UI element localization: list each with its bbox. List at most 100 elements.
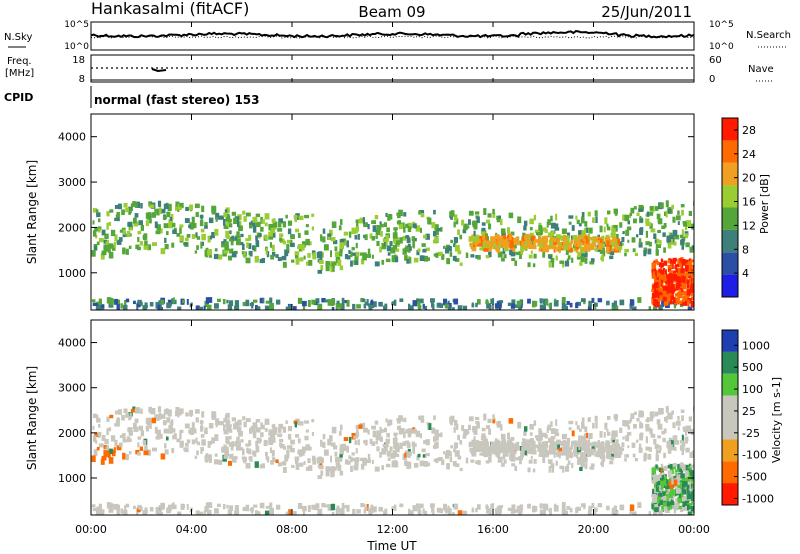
noise-left-tick-top: 10^5 [64,20,89,30]
velocity-cell [576,461,581,465]
power-cell [571,235,574,241]
velocity-cell [579,458,585,464]
power-cell [690,292,694,297]
power-cell [599,250,603,254]
velocity-cell [276,504,281,510]
power-cell [482,242,486,250]
velocity-cell [624,454,629,458]
power-cell [668,273,672,280]
power-cell [547,219,551,226]
velocity-cell [669,475,674,481]
power-cell [576,301,581,306]
power-cell [417,301,421,308]
power-cell [108,221,112,226]
velocity-cell [286,449,290,456]
power-cell [107,248,111,253]
power-cell [469,242,472,247]
power-cell [462,229,467,234]
power-cell [601,254,604,262]
velocity-cell [432,508,435,515]
velocity-cell [447,451,452,457]
velocity-cell [555,460,558,466]
power-cell [149,204,155,209]
power-cell [123,304,128,310]
power-cell [541,227,547,232]
velocity-cell [114,410,120,415]
power-cell [333,239,338,245]
velocity-cell [117,504,120,510]
power-cell [199,215,204,219]
power-cell [681,244,684,250]
power-cell [152,242,157,246]
power-cell [685,242,690,248]
power-cell [412,240,415,248]
power-cell [96,241,100,246]
velocity-cell [105,446,109,451]
power-cell [582,238,586,242]
velocity-cell [665,509,670,513]
power-cell [93,230,97,237]
noise-right-label: N.Search [746,30,791,41]
power-colorbar-tick: 16 [742,196,756,209]
power-cell [311,213,315,217]
power-cell [476,216,480,224]
power-cell [224,241,229,247]
power-cell [560,236,565,241]
power-cell [668,232,672,236]
power-cell [564,260,570,267]
velocity-cell [162,421,167,425]
velocity-cell [470,459,475,463]
velocity-cell [606,429,609,433]
power-cell [195,232,198,238]
velocity-cell [646,417,650,423]
power-cell [638,242,643,248]
velocity-cell [358,424,363,429]
power-cell [506,234,512,239]
velocity-cell [489,448,492,455]
power-cell [229,223,233,228]
velocity-cell [659,500,663,505]
power-cell [511,257,516,261]
velocity-cell [278,427,282,433]
velocity-cell [565,449,568,456]
power-cell [145,220,149,227]
power-cell [693,243,694,248]
power-cell [588,300,591,308]
power-cell [128,245,132,249]
power-cell [228,300,234,306]
power-cell [513,238,519,243]
velocity-cell [581,435,586,443]
velocity-cell [116,446,122,451]
velocity-cell [649,428,653,435]
velocity-cell [667,414,671,419]
velocity-cell [581,423,585,429]
power-cell [355,226,360,232]
power-cell [154,208,157,214]
power-cell [631,237,636,243]
velocity-cell [413,462,419,468]
power-cell [231,211,236,216]
power-cell [667,244,672,249]
velocity-cell [453,503,459,510]
velocity-cell [672,466,677,470]
power-cell [511,299,516,306]
velocity-echoes [91,405,694,515]
velocity-cell [482,440,485,446]
power-cell [658,218,663,225]
power-cell [356,222,359,228]
velocity-cell [223,455,229,459]
power-cell [650,228,656,233]
velocity-cell [191,422,195,429]
velocity-cell [538,428,542,432]
velocity-cell [551,449,557,455]
power-cell [666,292,671,298]
velocity-cell [558,452,561,459]
power-cell [566,240,569,245]
power-cell [390,247,396,254]
velocity-cell [444,509,450,513]
velocity-cell [368,510,373,515]
power-cell [140,224,144,231]
power-cell [483,235,487,240]
power-cell [552,241,557,246]
velocity-cell [149,409,155,414]
